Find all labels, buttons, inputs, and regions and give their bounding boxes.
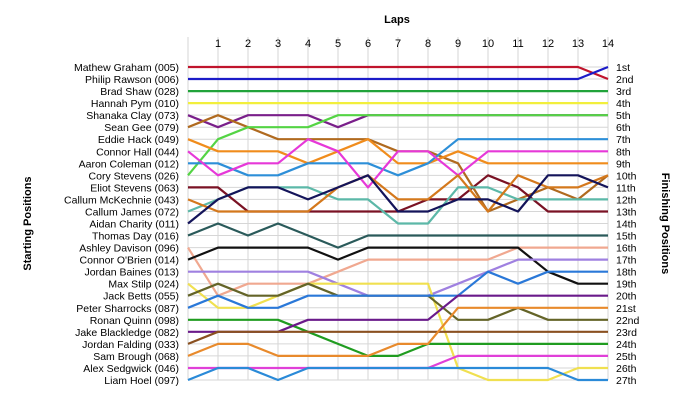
finishing-position-label: 20th xyxy=(616,291,637,303)
finishing-position-label: 13th xyxy=(616,206,637,218)
series-line xyxy=(187,270,608,309)
starting-position-label: Aidan Charity (011) xyxy=(89,219,179,231)
finishing-position-label: 6th xyxy=(616,122,631,134)
x-tick-label: 11 xyxy=(512,38,523,50)
finishing-position-label: 19th xyxy=(616,279,637,291)
series-line xyxy=(187,246,608,285)
finishing-position-label: 21st xyxy=(616,303,636,315)
x-tick-label: 12 xyxy=(542,38,554,50)
chart-title: Laps xyxy=(384,14,410,26)
finishing-position-label: 25th xyxy=(616,351,637,363)
starting-position-label: Connor Hall (044) xyxy=(96,146,179,158)
series-line xyxy=(187,138,608,189)
finishing-position-label: 5th xyxy=(616,110,631,122)
x-tick-label: 3 xyxy=(275,38,281,50)
x-tick-labels: 1 2 3 4 5 6 7 8 9 10 11 12 13 14 xyxy=(215,38,614,50)
series-line xyxy=(187,330,608,345)
finishing-position-label: 26th xyxy=(616,363,637,375)
starting-position-label: Callum James (072) xyxy=(85,206,179,218)
series-line xyxy=(187,306,608,357)
series-line xyxy=(188,65,609,81)
series-line xyxy=(187,138,608,165)
starting-position-label: Alex Sedgwick (046) xyxy=(83,363,179,375)
finishing-position-labels: 1st2nd3rd4th5th6th7th8th9th10th11th12th1… xyxy=(616,62,640,387)
x-tick-label: 8 xyxy=(425,38,431,50)
starting-position-label: Callum McKechnie (043) xyxy=(64,194,179,206)
starting-position-label: Shanaka Clay (073) xyxy=(86,110,179,122)
starting-position-label: Aaron Coleman (012) xyxy=(79,158,179,170)
starting-position-label: Brad Shaw (028) xyxy=(100,86,179,98)
finishing-position-label: 23rd xyxy=(616,327,637,339)
starting-position-label: Ronan Quinn (098) xyxy=(90,315,179,327)
starting-position-label: Jordan Falding (033) xyxy=(82,339,179,351)
finishing-position-label: 27th xyxy=(616,375,637,387)
series-line xyxy=(187,174,609,213)
series-line xyxy=(187,366,608,382)
finishing-position-label: 3rd xyxy=(616,86,631,98)
series-line xyxy=(188,65,609,81)
finishing-position-label: 11th xyxy=(616,182,636,194)
finishing-position-label: 24th xyxy=(616,339,637,351)
finishing-position-label: 2nd xyxy=(616,74,634,86)
starting-position-label: Thomas Day (016) xyxy=(92,231,179,243)
finishing-position-label: 22nd xyxy=(616,315,640,327)
finishing-position-label: 15th xyxy=(616,231,637,243)
x-tick-label: 10 xyxy=(482,38,494,50)
series-line xyxy=(187,174,609,225)
x-tick-label: 9 xyxy=(455,38,461,50)
finishing-position-label: 10th xyxy=(616,170,637,182)
starting-position-label: Hannah Pym (010) xyxy=(91,98,179,110)
starting-position-label: Jack Betts (055) xyxy=(103,291,179,303)
x-tick-label: 14 xyxy=(602,38,614,50)
finishing-position-label: 12th xyxy=(616,194,637,206)
starting-position-labels: Mathew Graham (005)Philip Rawson (006)Br… xyxy=(64,62,179,387)
finishing-position-label: 16th xyxy=(616,243,637,255)
starting-position-label: Jordan Baines (013) xyxy=(84,267,179,279)
x-tick-label: 5 xyxy=(335,38,341,50)
starting-position-label: Peter Sharrocks (087) xyxy=(76,303,179,315)
starting-position-label: Eddie Hack (049) xyxy=(98,134,179,146)
series-line xyxy=(187,282,608,382)
x-tick-label: 4 xyxy=(305,38,311,50)
finishing-position-label: 9th xyxy=(616,158,631,170)
finishing-position-label: 7th xyxy=(616,134,631,146)
series-line xyxy=(188,138,608,177)
x-tick-label: 1 xyxy=(215,38,221,50)
finishing-position-label: 1st xyxy=(616,62,630,74)
starting-position-label: Eliot Stevens (063) xyxy=(90,182,179,194)
starting-position-label: Max Stilp (024) xyxy=(108,279,179,291)
x-tick-label: 6 xyxy=(365,38,371,50)
starting-position-label: Ashley Davison (096) xyxy=(79,243,179,255)
starting-position-label: Jake Blackledge (082) xyxy=(75,327,179,339)
series-line xyxy=(188,318,608,357)
x-tick-label: 13 xyxy=(572,38,584,50)
series-line xyxy=(187,114,608,177)
x-tick-label: 2 xyxy=(245,38,251,50)
finishing-position-label: 14th xyxy=(616,219,637,231)
starting-position-label: Sam Brough (068) xyxy=(93,351,179,363)
starting-positions-axis-title: Starting Positions xyxy=(22,176,34,270)
starting-position-label: Liam Hoel (097) xyxy=(104,375,179,387)
starting-position-label: Connor O'Brien (014) xyxy=(80,255,179,267)
series-line xyxy=(187,246,608,297)
starting-position-label: Cory Stevens (026) xyxy=(89,170,179,182)
finishing-position-label: 4th xyxy=(616,98,631,110)
finishing-position-label: 8th xyxy=(616,146,631,158)
finishing-position-label: 17th xyxy=(616,255,637,267)
starting-position-label: Philip Rawson (006) xyxy=(85,74,179,86)
series-lines xyxy=(187,65,609,382)
starting-position-label: Mathew Graham (005) xyxy=(74,62,179,74)
finishing-position-label: 18th xyxy=(616,267,637,279)
series-line xyxy=(187,222,608,249)
starting-position-label: Sean Gee (079) xyxy=(104,122,179,134)
finishing-positions-axis-title: Finishing Positions xyxy=(659,173,671,274)
x-tick-label: 7 xyxy=(395,38,401,50)
